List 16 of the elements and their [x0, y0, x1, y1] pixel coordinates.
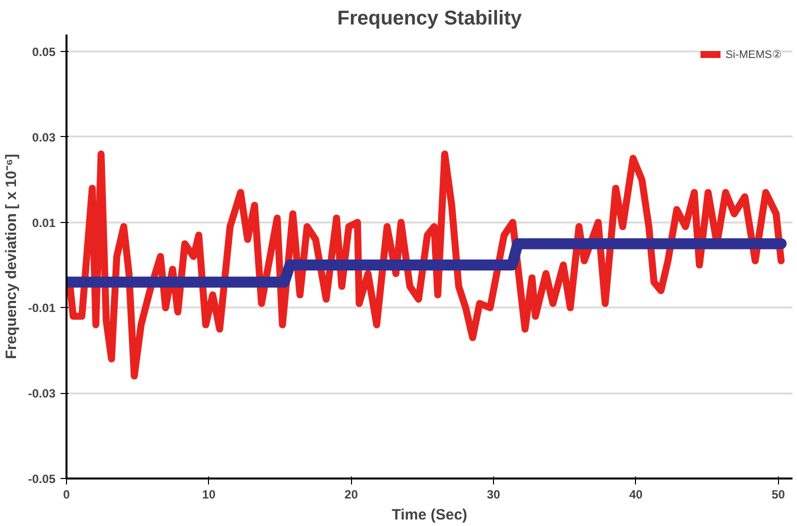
y-tick-label: 0.05	[32, 45, 56, 60]
x-tick-label: 10	[202, 488, 216, 502]
y-tick-label: -0.03	[28, 386, 56, 401]
x-tick-label: 0	[63, 488, 70, 502]
y-tick-label: -0.01	[28, 301, 56, 316]
x-tick-label: 30	[486, 488, 501, 502]
y-tick-label: 0.01	[32, 216, 56, 230]
chart-title: Frequency Stability	[337, 8, 523, 30]
legend-label: Si-MEMS②	[726, 48, 782, 60]
x-axis-title: Time (Sec)	[392, 506, 468, 524]
x-tick-label: 50	[772, 488, 786, 502]
x-tick-label: 40	[629, 488, 643, 502]
y-tick-label: -0.05	[28, 472, 56, 486]
x-tick-label: 20	[344, 488, 358, 502]
y-axis-title: Frequency deviation [ x 10⁻⁶]	[3, 154, 20, 360]
y-tick-label: 0.03	[32, 130, 56, 144]
